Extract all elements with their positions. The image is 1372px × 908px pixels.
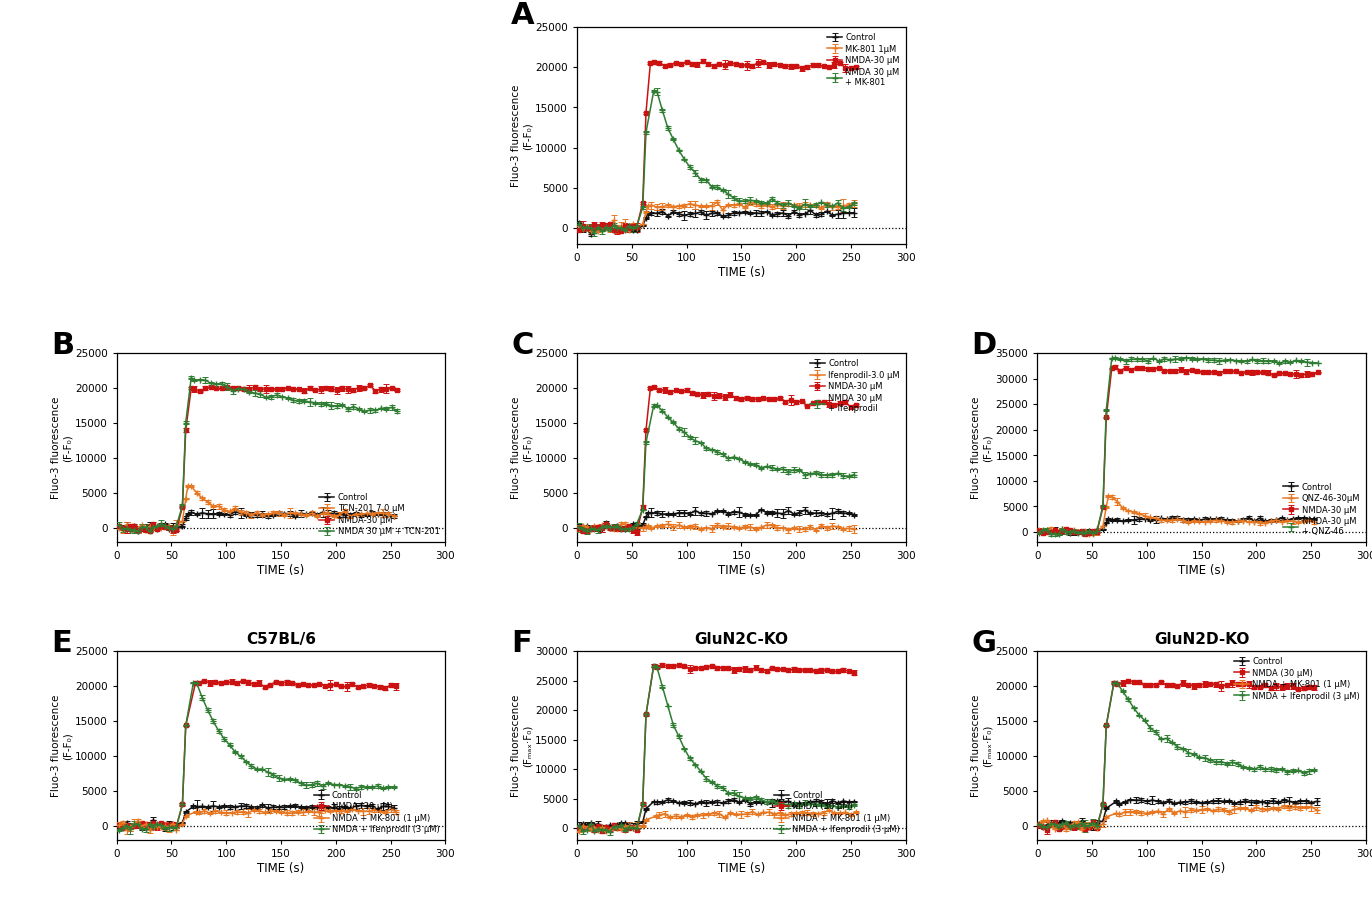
X-axis label: TIME (s): TIME (s) [258, 862, 305, 874]
X-axis label: TIME (s): TIME (s) [1177, 564, 1224, 577]
Title: C57BL/6: C57BL/6 [246, 632, 316, 647]
Legend: Control, NMDA (30 μM), NMDA + MK-801 (1 μM), NMDA + Ifenprodil (3 μM): Control, NMDA (30 μM), NMDA + MK-801 (1 … [771, 789, 901, 835]
Text: C: C [510, 331, 534, 360]
Text: G: G [971, 628, 996, 657]
Y-axis label: Fluo-3 fluorescence
(F-F₀): Fluo-3 fluorescence (F-F₀) [970, 397, 992, 498]
Y-axis label: Fluo-3 fluorescence
(F-F₀): Fluo-3 fluorescence (F-F₀) [510, 84, 532, 187]
X-axis label: TIME (s): TIME (s) [1177, 862, 1224, 874]
Y-axis label: Fluo-3 fluorescence
(Fₘₐₓ·F₀): Fluo-3 fluorescence (Fₘₐₓ·F₀) [970, 695, 992, 796]
Y-axis label: Fluo-3 fluorescence
(F-F₀): Fluo-3 fluorescence (F-F₀) [51, 695, 73, 796]
Legend: Control, QNZ-46-30μM, NMDA-30 μM, NMDA-30 μM
+ QNZ-46: Control, QNZ-46-30μM, NMDA-30 μM, NMDA-3… [1281, 480, 1361, 538]
Legend: Control, Ifenprodil-3.0 μM, NMDA-30 μM, NMDA 30 μM
+ Ifenprodil: Control, Ifenprodil-3.0 μM, NMDA-30 μM, … [808, 358, 901, 415]
X-axis label: TIME (s): TIME (s) [258, 564, 305, 577]
Legend: Control, NMDA (30 μM), NMDA + MK-801 (1 μM), NMDA + Ifenprodil (3 μM): Control, NMDA (30 μM), NMDA + MK-801 (1 … [1232, 656, 1361, 702]
Text: E: E [51, 628, 71, 657]
Text: F: F [510, 628, 531, 657]
Legend: Control, NMDA (30 μM), NMDA + MK-801 (1 μM), NMDA + Ifenprodil (3 μM): Control, NMDA (30 μM), NMDA + MK-801 (1 … [311, 789, 440, 835]
Y-axis label: Fluo-3 fluorescence
(F-F₀): Fluo-3 fluorescence (F-F₀) [51, 397, 73, 498]
Legend: Control, MK-801 1μM, NMDA-30 μM, NMDA 30 μM
+ MK-801: Control, MK-801 1μM, NMDA-30 μM, NMDA 30… [825, 32, 901, 89]
Y-axis label: Fluo-3 fluorescence
(Fₘₐₓ·F₀): Fluo-3 fluorescence (Fₘₐₓ·F₀) [510, 695, 532, 796]
Title: GluN2C-KO: GluN2C-KO [694, 632, 788, 647]
X-axis label: TIME (s): TIME (s) [718, 564, 764, 577]
X-axis label: TIME (s): TIME (s) [718, 266, 764, 279]
Legend: Control, TCN-201 7.0 μM, NMDA-30 μM, NMDA 30 μM + TCN-201: Control, TCN-201 7.0 μM, NMDA-30 μM, NMD… [317, 491, 440, 538]
Text: B: B [51, 331, 74, 360]
Y-axis label: Fluo-3 fluorescence
(F-F₀): Fluo-3 fluorescence (F-F₀) [510, 397, 532, 498]
X-axis label: TIME (s): TIME (s) [718, 862, 764, 874]
Text: D: D [971, 331, 996, 360]
Text: A: A [510, 1, 535, 30]
Title: GluN2D-KO: GluN2D-KO [1154, 632, 1249, 647]
